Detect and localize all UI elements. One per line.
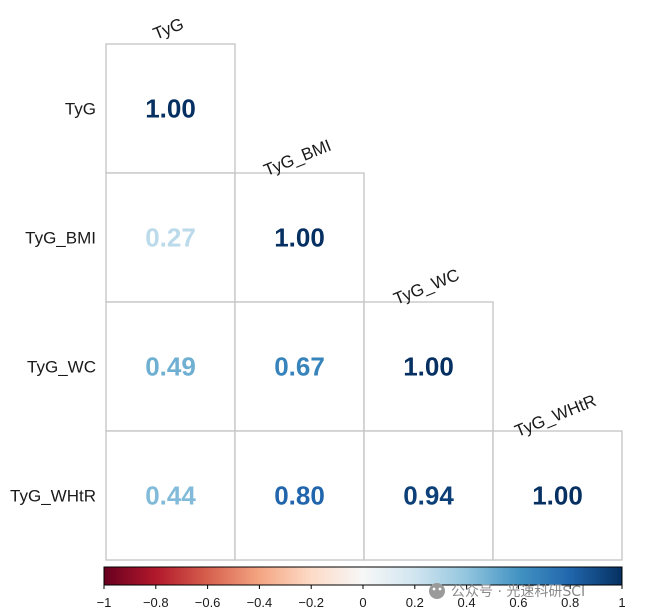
value-label-TyG_WHtR-TyG: 0.44 (145, 481, 196, 511)
cell-TyG_WC-TyG_WC (363, 301, 494, 432)
value-label-TyG_WC-TyG: 0.49 (145, 352, 196, 382)
cell-TyG_BMI-TyG_BMI (234, 172, 365, 303)
wechat-icon-eye-left (432, 587, 436, 591)
value-label-TyG_WHtR-TyG_WHtR: 1.00 (532, 481, 583, 511)
colorbar-tick-label: −0.6 (195, 595, 221, 610)
value-label-TyG_BMI-TyG_BMI: 1.00 (274, 223, 325, 253)
value-label-TyG_WHtR-TyG_WC: 0.94 (403, 481, 454, 511)
colorbar-tick-label: 1 (618, 595, 625, 610)
colorbar-tick-label: −1 (97, 595, 112, 610)
cell-TyG_WHtR-TyG_BMI (234, 430, 365, 561)
row-label-TyG: TyG (65, 100, 96, 119)
cell-TyG_BMI-TyG (105, 172, 236, 303)
wechat-icon-eye-right (438, 587, 442, 591)
colorbar-tick-label: −0.4 (247, 595, 273, 610)
colorbar-tick-label: −0.2 (298, 595, 324, 610)
watermark: 公众号 · 光速科研SCI (429, 583, 585, 600)
row-label-TyG_WHtR: TyG_WHtR (10, 487, 96, 506)
cell-TyG_WHtR-TyG_WC (363, 430, 494, 561)
colorbar-tick-label: 0.2 (406, 595, 424, 610)
colorbar-tick-label: 0 (359, 595, 366, 610)
cell-TyG-TyG (105, 43, 236, 174)
colorbar-tick-label: 0.6 (509, 595, 527, 610)
cell-TyG_WHtR-TyG_WHtR (492, 430, 623, 561)
colorbar-tick-label: 0.8 (561, 595, 579, 610)
watermark-text: 公众号 · 光速科研SCI (451, 584, 585, 600)
row-label-TyG_WC: TyG_WC (27, 358, 96, 377)
correlation-cells: 1.00 0.27 1.00 0.49 0.67 1.00 0.44 0.80 0.94 1.00 (105, 43, 623, 561)
value-label-TyG_WC-TyG_WC: 1.00 (403, 352, 454, 382)
column-label-TyG: TyG (150, 14, 186, 43)
colorbar: −1 −0.8 −0.6 −0.4 −0.2 0 0.2 0.4 0.6 0.8 1 (97, 566, 626, 610)
wechat-icon (429, 583, 445, 599)
cell-TyG_WC-TyG (105, 301, 236, 432)
colorbar-gradient (103, 566, 623, 586)
value-label-TyG_BMI-TyG: 0.27 (145, 223, 196, 253)
value-label-TyG-TyG: 1.00 (145, 94, 196, 124)
cell-TyG_WC-TyG_BMI (234, 301, 365, 432)
cell-TyG_WHtR-TyG (105, 430, 236, 561)
row-label-TyG_BMI: TyG_BMI (25, 229, 96, 248)
value-label-TyG_WC-TyG_BMI: 0.67 (274, 352, 325, 382)
row-labels: TyG TyG_BMI TyG_WC TyG_WHtR (10, 100, 96, 506)
colorbar-ticks: −1 −0.8 −0.6 −0.4 −0.2 0 0.2 0.4 0.6 0.8 1 (97, 585, 626, 610)
colorbar-tick-label: −0.8 (143, 595, 169, 610)
colorbar-tick-label: 0.4 (458, 595, 476, 610)
value-label-TyG_WHtR-TyG_BMI: 0.80 (274, 481, 325, 511)
